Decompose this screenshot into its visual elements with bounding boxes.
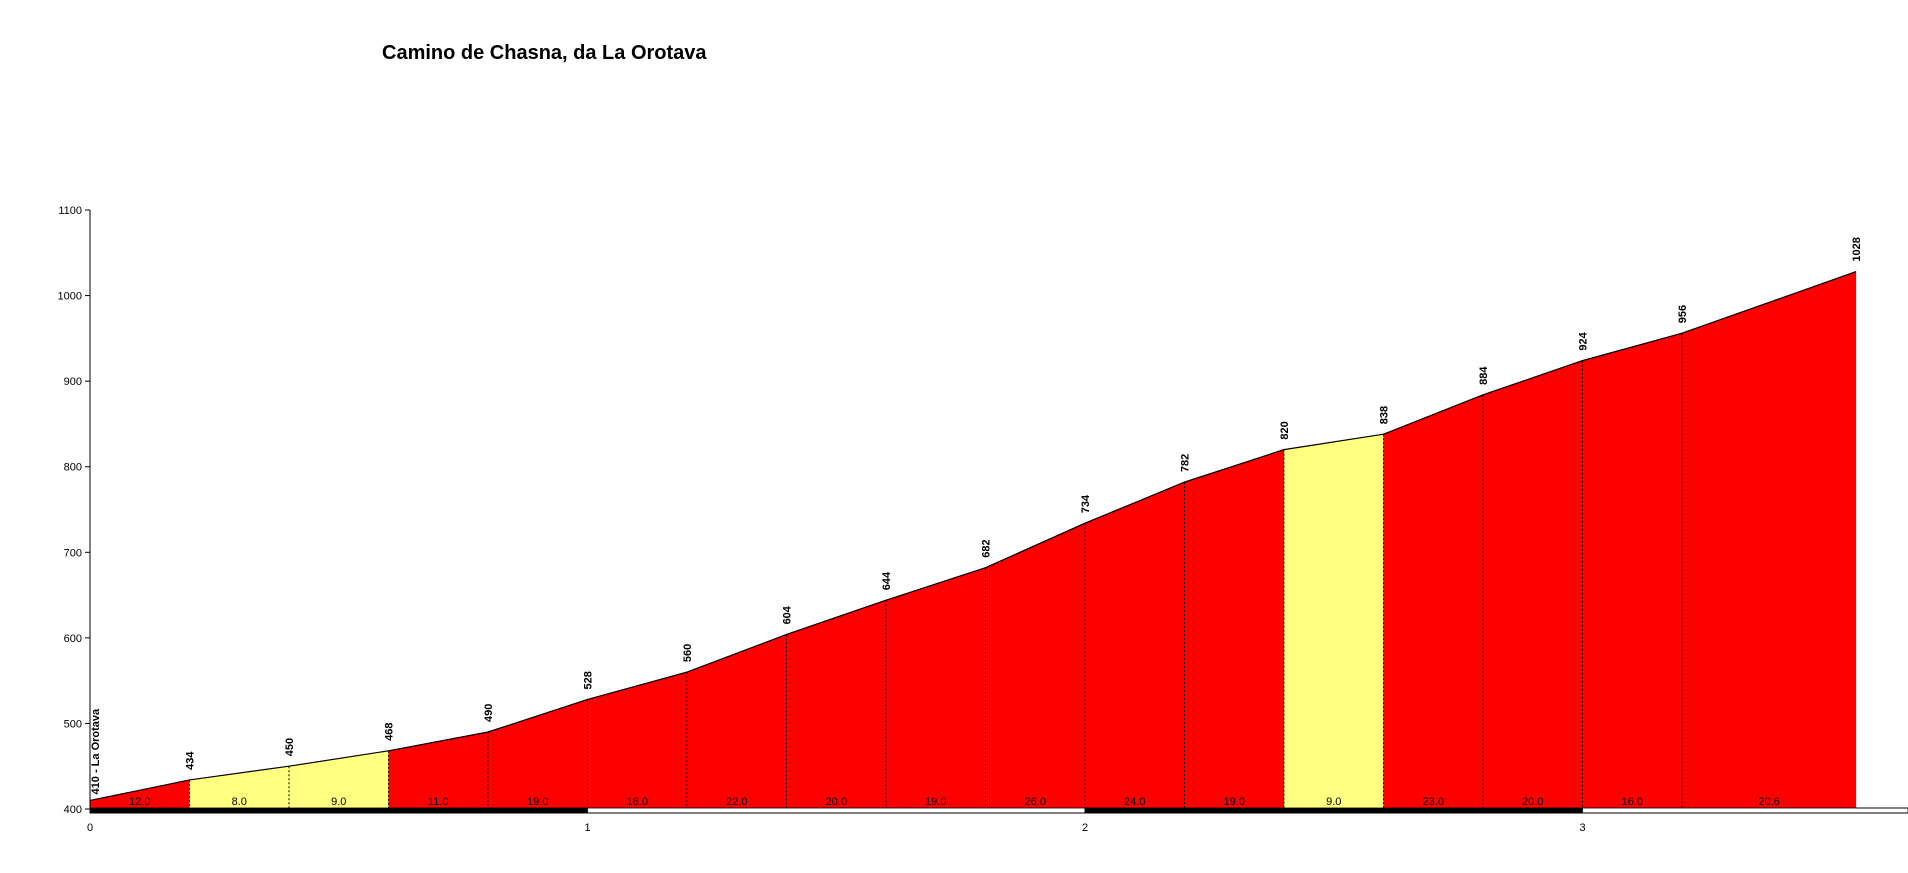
gradient-label: 23.0	[1423, 796, 1444, 808]
elevation-point-label: 884	[1478, 366, 1490, 385]
segment-dividers	[189, 333, 1683, 808]
start-elevation-label: 410 - La Orotava	[90, 708, 102, 794]
segment-area	[1085, 482, 1185, 808]
gradient-label: 20.0	[826, 796, 847, 808]
elevation-point-label: 468	[384, 722, 396, 740]
elevation-point-label: 838	[1379, 406, 1391, 424]
y-axis: 400 500 600 700 800 900 1000 1100	[58, 205, 91, 816]
segment-area	[90, 779, 190, 808]
x-tick-label: 1	[584, 822, 590, 834]
scale-bar-segment	[587, 807, 1086, 814]
gradient-label: 19.0	[527, 796, 548, 808]
gradient-label: 16.0	[1622, 796, 1643, 808]
elevation-labels: 410 - La Orotava 434 450 468 490 528 560 604 644…	[90, 237, 1863, 794]
segment-area	[1682, 271, 1857, 809]
segment-area	[687, 634, 787, 808]
gradient-label: 8.0	[232, 796, 247, 808]
elevation-point-label: 682	[981, 539, 993, 557]
gradient-label: 12.0	[129, 796, 150, 808]
elevation-point-label: 604	[782, 605, 794, 624]
chart-title: Camino de Chasna, da La Orotava	[382, 42, 707, 64]
elevation-point-label: 644	[881, 571, 893, 590]
y-tick-label: 900	[64, 376, 82, 388]
scale-bar-segment	[1084, 807, 1583, 814]
profile-line	[89, 271, 1857, 802]
gradient-label: 19.0	[1224, 796, 1245, 808]
segment-area	[587, 672, 687, 808]
gradient-label: 20.6	[1758, 796, 1779, 808]
y-tick-label: 1100	[58, 205, 82, 217]
segment-area	[886, 567, 986, 808]
y-tick-label: 600	[64, 633, 82, 645]
elevation-point-label: 956	[1677, 305, 1689, 323]
y-tick-label: 800	[64, 462, 82, 474]
elevation-point-label: 560	[682, 644, 694, 662]
gradient-label: 22.0	[726, 796, 747, 808]
x-tick-label: 3	[1579, 822, 1585, 834]
distance-scale-bar	[89, 807, 1908, 814]
segment-area	[1383, 394, 1483, 808]
x-tick-label: 2	[1082, 822, 1088, 834]
y-tick-label: 1000	[58, 291, 82, 303]
elevation-point-label: 1028	[1851, 237, 1863, 261]
segment-area	[1582, 333, 1682, 808]
profile-polyline	[89, 271, 1857, 802]
gradient-label: 19.0	[925, 796, 946, 808]
elevation-point-label: 782	[1180, 454, 1192, 472]
y-tick-label: 700	[64, 547, 82, 559]
scale-bar-segment	[89, 807, 588, 814]
segment-area	[786, 600, 886, 808]
y-tick-label: 500	[64, 718, 82, 730]
segment-area	[388, 731, 488, 808]
gradient-label: 9.0	[1326, 796, 1341, 808]
elevation-point-label: 450	[284, 738, 296, 756]
elevation-point-label: 434	[185, 751, 197, 770]
segment-area	[289, 750, 389, 808]
elevation-point-label: 528	[583, 671, 595, 689]
gradient-label: 9.0	[331, 796, 346, 808]
gradient-labels: 12.0 8.0 9.0 11.0 19.0 16.0 22.0 20.0 19.0 26.0 24…	[129, 796, 1780, 808]
segment-area	[1483, 360, 1583, 808]
elevation-point-label: 820	[1279, 421, 1291, 439]
elevation-point-label: 924	[1578, 331, 1590, 350]
gradient-label: 26.0	[1025, 796, 1046, 808]
elevation-point-label: 734	[1080, 494, 1092, 513]
gradient-label: 11.0	[428, 796, 449, 808]
scale-bar-segment	[1582, 807, 1908, 814]
segment-areas	[90, 271, 1857, 809]
x-axis-ticks: 0 1 2 3	[87, 822, 1586, 834]
gradient-label: 24.0	[1124, 796, 1145, 808]
x-tick-label: 0	[87, 822, 93, 834]
segment-area	[1284, 434, 1384, 808]
segment-area	[985, 523, 1085, 808]
segment-area	[1184, 449, 1284, 808]
gradient-label: 20.0	[1522, 796, 1543, 808]
y-tick-label: 400	[64, 804, 82, 816]
segment-area	[488, 699, 588, 808]
elevation-point-label: 490	[483, 704, 495, 722]
gradient-label: 16.0	[627, 796, 648, 808]
